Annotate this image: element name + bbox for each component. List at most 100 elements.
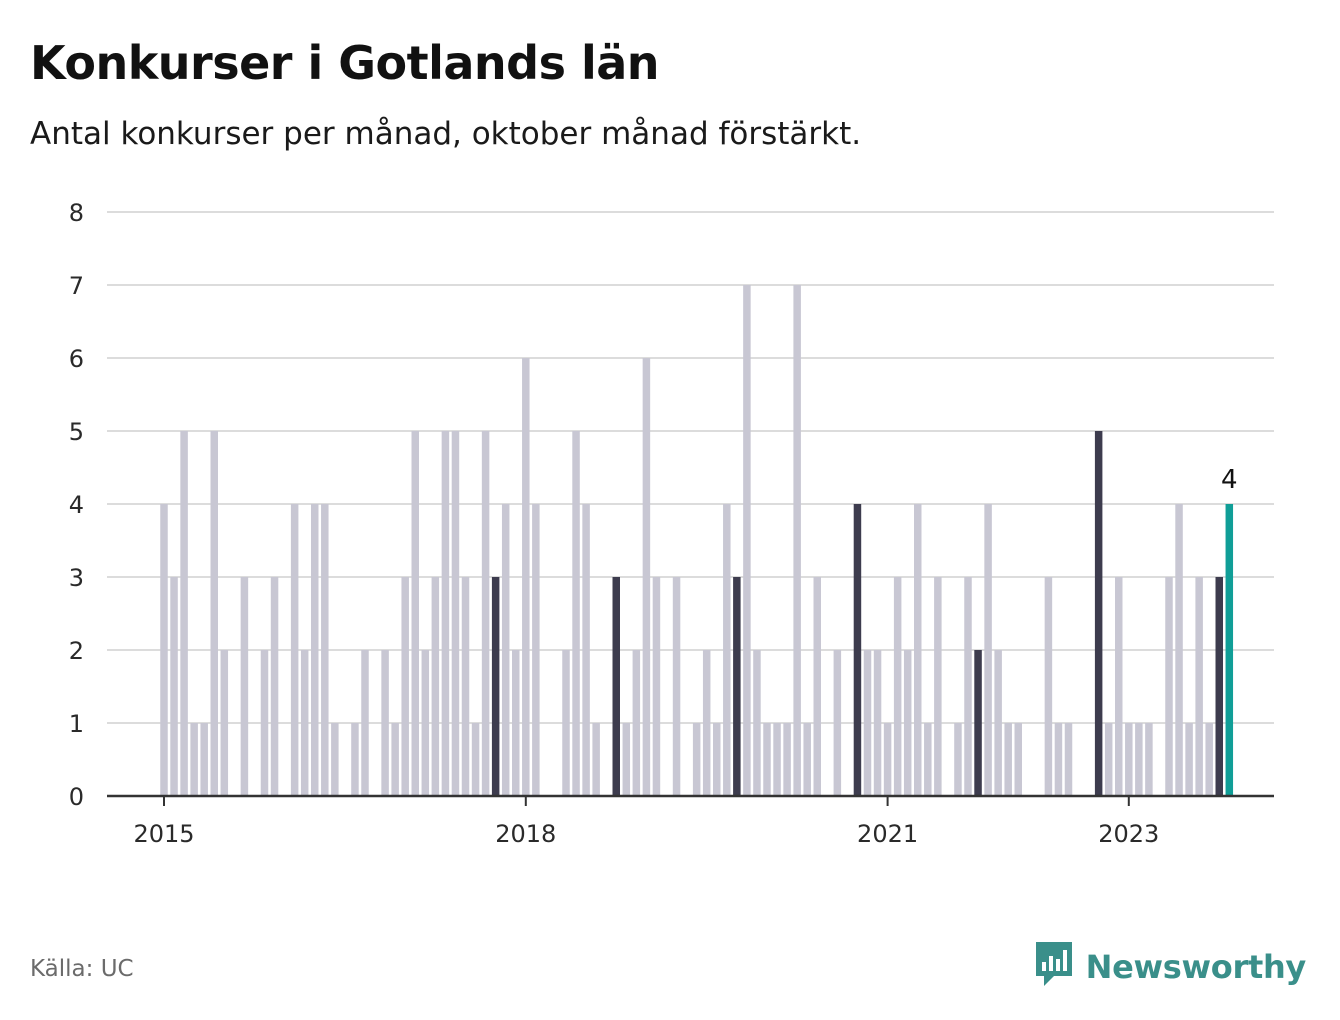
bar	[1044, 577, 1053, 796]
bar	[1054, 723, 1063, 796]
bar	[361, 650, 369, 796]
bar	[813, 577, 821, 796]
bar	[1104, 723, 1113, 796]
bar	[632, 650, 641, 796]
bar-chart: 0 1 2 3 4 5 6 7 8 2015 2018 2021 2023 4	[69, 199, 1274, 848]
bar	[391, 723, 399, 796]
bar	[652, 577, 661, 796]
bar	[331, 723, 339, 796]
bar	[783, 723, 791, 796]
bar	[954, 723, 962, 796]
x-tick-label: 2018	[495, 820, 556, 848]
bar	[562, 650, 570, 796]
x-tick-label: 2023	[1098, 820, 1159, 848]
bar	[622, 723, 631, 796]
bar	[914, 504, 922, 796]
bar	[793, 285, 801, 796]
bar	[481, 431, 490, 796]
bar	[743, 285, 751, 796]
bar	[773, 723, 781, 796]
bar	[431, 577, 440, 796]
bar	[200, 723, 208, 796]
bar	[1135, 723, 1143, 796]
bar	[501, 504, 510, 796]
bar	[572, 431, 580, 796]
y-tick-label: 0	[69, 783, 84, 811]
bar	[351, 723, 359, 796]
y-tick-label: 8	[69, 199, 84, 227]
bar	[260, 650, 269, 796]
bar	[401, 577, 409, 796]
bar	[290, 504, 299, 796]
y-tick-label: 3	[69, 564, 84, 592]
bar	[1195, 577, 1203, 796]
bar	[903, 650, 912, 796]
bar	[421, 650, 430, 796]
bar	[471, 723, 480, 796]
bar	[491, 577, 500, 796]
bar	[451, 431, 460, 796]
y-tick-label: 6	[69, 345, 84, 373]
bar	[964, 577, 972, 796]
brand-name: Newsworthy	[1085, 947, 1307, 986]
bar	[863, 650, 872, 796]
y-tick-label: 2	[69, 637, 84, 665]
bar	[1094, 431, 1103, 796]
bar	[1225, 504, 1234, 796]
bar	[702, 650, 711, 796]
bar	[461, 577, 470, 796]
bar	[1145, 723, 1153, 796]
bar	[733, 577, 741, 796]
bar	[190, 723, 198, 796]
bar	[532, 504, 540, 796]
bar	[994, 650, 1002, 796]
bar	[582, 504, 590, 796]
bar	[833, 650, 842, 796]
y-tick-label: 4	[69, 491, 84, 519]
brand-logo[interactable]: Newsworthy	[1034, 940, 1306, 993]
bar	[934, 577, 942, 796]
bar	[220, 650, 229, 796]
bar	[692, 723, 701, 796]
bar	[1215, 577, 1223, 796]
bar	[522, 358, 530, 796]
bar	[1185, 723, 1193, 796]
bar	[853, 504, 862, 796]
bar	[1004, 723, 1012, 796]
bar	[441, 431, 450, 796]
bar	[411, 431, 419, 796]
bar	[803, 723, 811, 796]
bar	[1175, 504, 1183, 796]
chart-title: Konkurser i Gotlands län	[30, 36, 660, 90]
bar	[753, 650, 761, 796]
bar	[592, 723, 600, 796]
bar	[763, 723, 771, 796]
bar	[883, 723, 892, 796]
bar	[240, 577, 249, 796]
bar	[512, 650, 520, 796]
bar	[893, 577, 902, 796]
bar	[311, 504, 319, 796]
bar	[1165, 577, 1173, 796]
x-tick-label: 2015	[133, 820, 194, 848]
bar	[300, 650, 309, 796]
bar	[642, 358, 651, 796]
bar	[1125, 723, 1133, 796]
bar	[170, 577, 178, 796]
bar	[381, 650, 389, 796]
y-tick-label: 1	[69, 710, 84, 738]
last-value-label: 4	[1221, 465, 1238, 495]
bar	[723, 504, 731, 796]
bar	[974, 650, 982, 796]
x-tick-label: 2021	[857, 820, 918, 848]
bar	[984, 504, 992, 796]
source-note: Källa: UC	[30, 956, 134, 982]
bar	[210, 431, 218, 796]
bar	[924, 723, 932, 796]
bar	[1014, 723, 1022, 796]
y-tick-label: 5	[69, 418, 84, 446]
bar	[160, 504, 168, 796]
bar	[873, 650, 882, 796]
bar	[321, 504, 329, 796]
bar	[612, 577, 620, 796]
